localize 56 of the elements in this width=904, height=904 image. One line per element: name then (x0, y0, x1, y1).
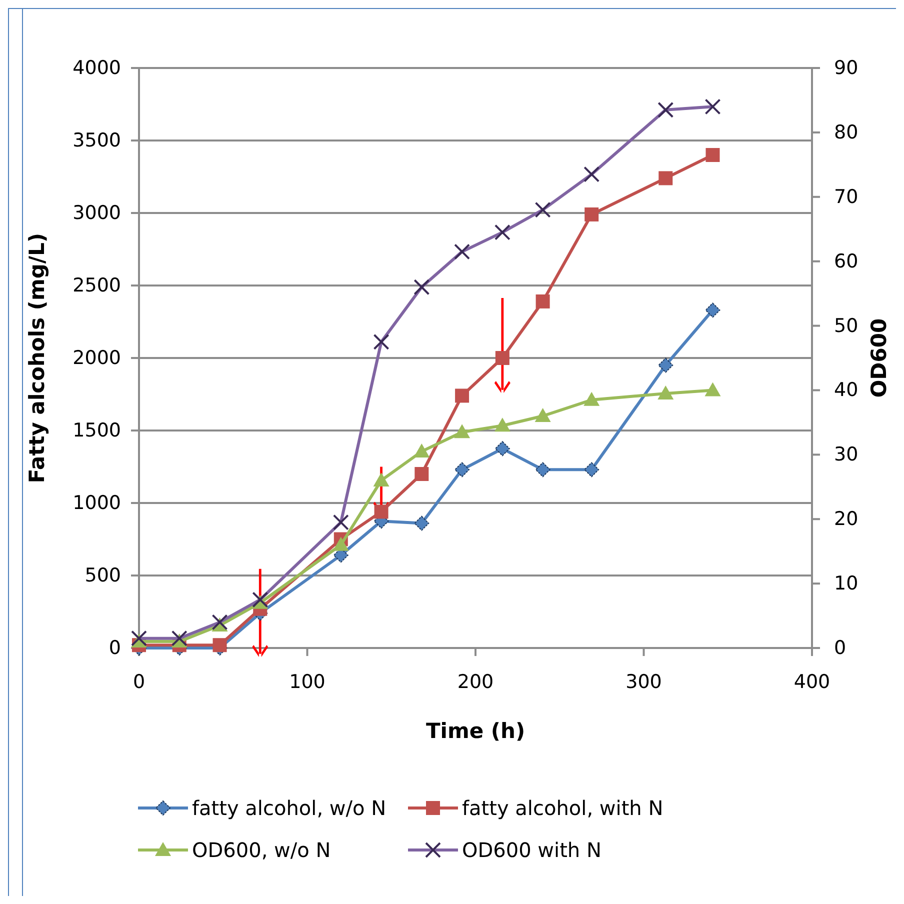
point (534, 408, 551, 422)
legend-label: OD600, w/o N (192, 838, 331, 862)
y-tick-label: 4000 (72, 57, 121, 79)
legend-label: fatty alcohol, with N (462, 796, 664, 820)
point (332, 536, 349, 551)
point (454, 462, 470, 478)
point (374, 504, 388, 519)
point (584, 207, 599, 222)
y2-tick-label: 40 (834, 379, 858, 402)
point (495, 351, 510, 365)
y2-axis-title: OD600 (867, 318, 891, 398)
x-axis-title: Time (h) (426, 719, 526, 743)
y2-tick-label: 70 (834, 186, 858, 208)
point (536, 294, 550, 308)
point (373, 472, 390, 486)
y-tick-label: 1000 (72, 492, 121, 514)
y2-tick-label: 20 (834, 508, 858, 530)
x-tick-label: 100 (289, 671, 326, 693)
point (414, 467, 429, 481)
point (584, 392, 600, 406)
y-axis-title: Fatty alcohols (mg/L) (25, 232, 49, 484)
point (454, 424, 470, 438)
y2-tick-label: 30 (834, 444, 858, 466)
y2-tick-label: 60 (834, 250, 858, 272)
y-tick-label: 2000 (72, 347, 121, 369)
legend-label: fatty alcohol, w/o N (192, 796, 386, 820)
point (212, 638, 227, 652)
y2-tick-label: 0 (834, 637, 846, 659)
x-tick-label: 0 (132, 671, 146, 693)
point (455, 388, 470, 403)
y-tick-label: 0 (108, 637, 121, 659)
point (706, 148, 720, 162)
y-tick-label: 500 (84, 564, 121, 586)
point (535, 462, 550, 478)
y-tick-label: 1500 (72, 420, 121, 442)
point (414, 516, 430, 531)
x-tick-label: 300 (626, 671, 662, 693)
point (494, 418, 510, 432)
y-tick-label: 3500 (72, 130, 121, 152)
point (658, 385, 674, 400)
y-tick-label: 3000 (72, 202, 121, 224)
point (584, 462, 600, 478)
y2-tick-label: 90 (834, 57, 858, 79)
point (704, 382, 721, 396)
y2-tick-label: 80 (834, 121, 858, 144)
point (658, 358, 674, 373)
point (705, 302, 720, 318)
y2-tick-label: 10 (834, 572, 858, 595)
legend-label: OD600 with N (462, 838, 602, 862)
point (658, 171, 673, 186)
point (494, 441, 510, 456)
point (414, 443, 430, 458)
y2-tick-label: 50 (834, 314, 858, 337)
y-tick-label: 2500 (72, 274, 121, 296)
x-tick-label: 400 (794, 671, 830, 693)
x-tick-label: 200 (457, 671, 494, 693)
